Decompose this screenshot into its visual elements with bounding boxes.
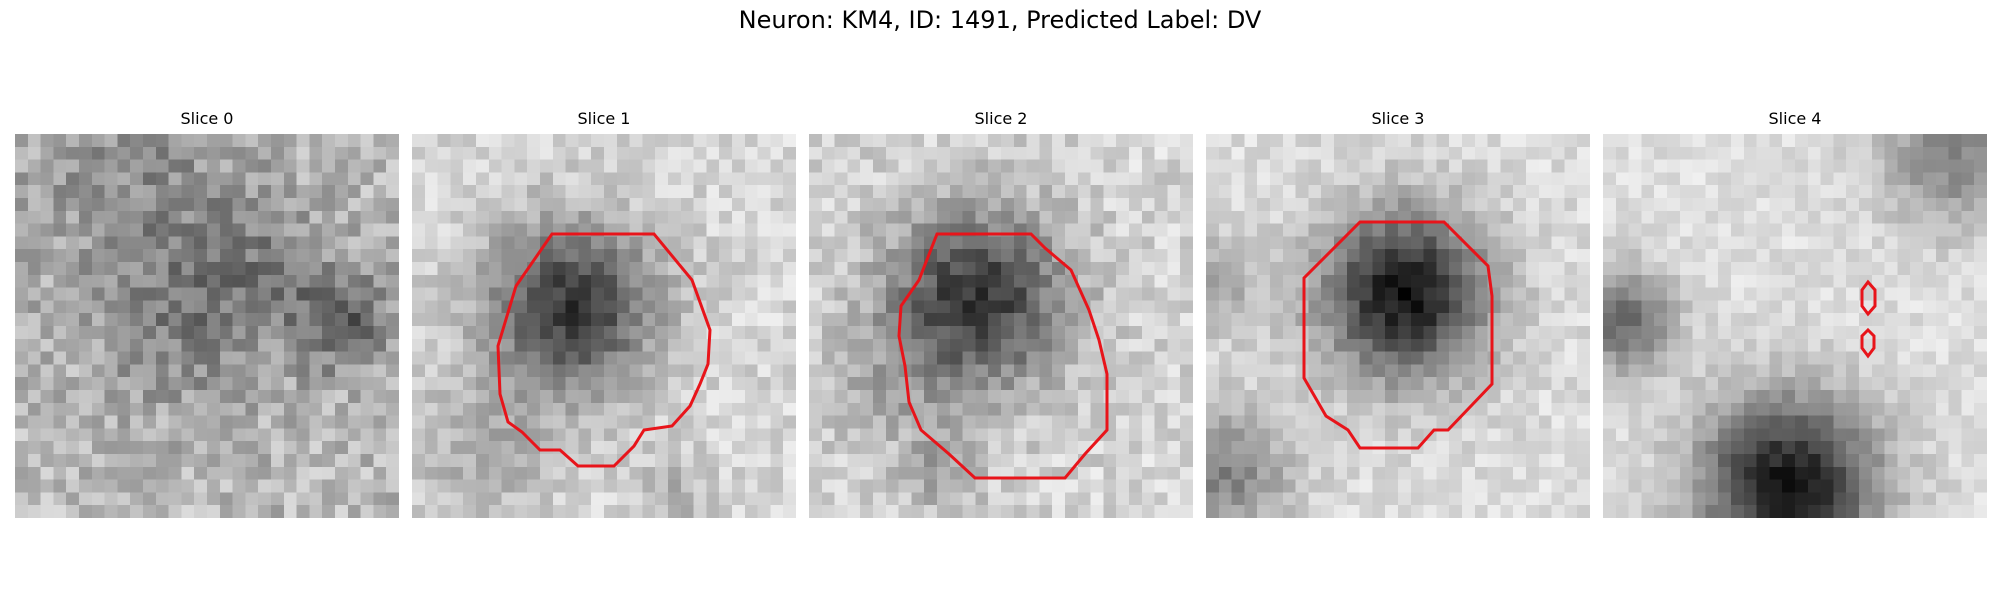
slice-panel-3: Slice 3 [1206,108,1590,518]
roi-contour [1860,279,1877,359]
slice-title: Slice 2 [974,109,1028,128]
slice-panel-4: Slice 4 [1603,108,1987,518]
slice-title: Slice 3 [1371,109,1425,128]
slice-image-frame [15,134,399,518]
roi-contour [496,232,712,468]
roi-contour-outline [1302,220,1494,450]
slice-panel-0: Slice 0 [15,108,399,518]
roi-contour-outline-upper [1860,279,1877,317]
slice-image-frame [412,134,796,518]
slice-title: Slice 0 [180,109,234,128]
slice-image-frame [809,134,1193,518]
slice-image [412,134,796,518]
slice-image [1206,134,1590,518]
slice-image-frame [1206,134,1590,518]
slice-image [15,134,399,518]
roi-contour [1302,220,1494,450]
roi-contour [897,232,1109,480]
slice-image [1603,134,1987,518]
slice-image-frame [1603,134,1987,518]
figure-title: Neuron: KM4, ID: 1491, Predicted Label: … [738,6,1262,34]
slice-title: Slice 1 [577,109,631,128]
slice-title: Slice 4 [1768,109,1822,128]
slice-panel-1: Slice 1 [412,108,796,518]
roi-contour-outline [496,232,712,468]
roi-contour-outline-lower [1860,327,1876,359]
slice-image [809,134,1193,518]
slice-panel-2: Slice 2 [809,108,1193,518]
roi-contour-outline [897,232,1109,480]
